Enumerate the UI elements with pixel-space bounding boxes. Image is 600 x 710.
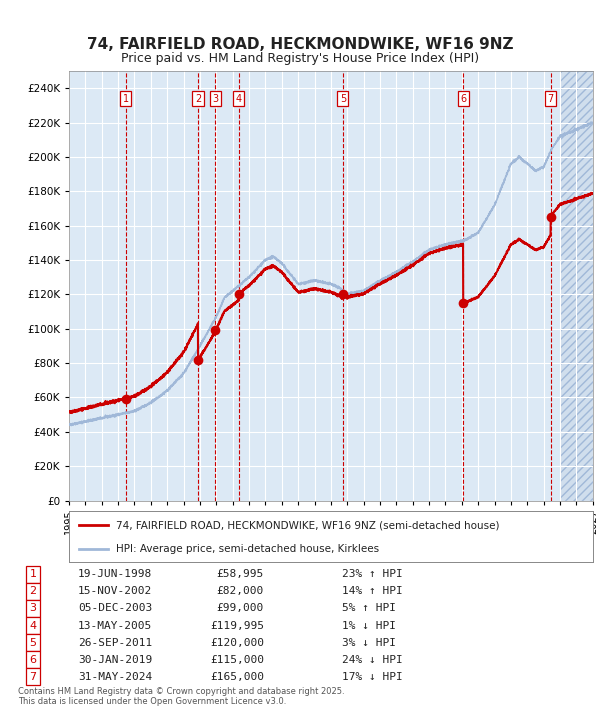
Text: 26-SEP-2011: 26-SEP-2011	[78, 638, 152, 648]
Text: 24% ↓ HPI: 24% ↓ HPI	[342, 655, 403, 665]
Text: £58,995: £58,995	[217, 569, 264, 579]
Text: 7: 7	[29, 672, 37, 682]
Text: 1: 1	[29, 569, 37, 579]
Text: 2: 2	[29, 586, 37, 596]
Text: 5: 5	[340, 94, 346, 104]
Text: 1% ↓ HPI: 1% ↓ HPI	[342, 621, 396, 630]
Text: £99,000: £99,000	[217, 604, 264, 613]
Text: 31-MAY-2024: 31-MAY-2024	[78, 672, 152, 682]
Text: 74, FAIRFIELD ROAD, HECKMONDWIKE, WF16 9NZ: 74, FAIRFIELD ROAD, HECKMONDWIKE, WF16 9…	[87, 36, 513, 52]
Text: HPI: Average price, semi-detached house, Kirklees: HPI: Average price, semi-detached house,…	[116, 544, 379, 554]
Bar	[560, 71, 593, 501]
Text: Contains HM Land Registry data © Crown copyright and database right 2025.
This d: Contains HM Land Registry data © Crown c…	[18, 687, 344, 706]
Text: 15-NOV-2002: 15-NOV-2002	[78, 586, 152, 596]
Text: 14% ↑ HPI: 14% ↑ HPI	[342, 586, 403, 596]
Text: 4: 4	[29, 621, 37, 630]
Text: 13-MAY-2005: 13-MAY-2005	[78, 621, 152, 630]
Text: 6: 6	[460, 94, 466, 104]
Text: 6: 6	[29, 655, 37, 665]
Text: 1: 1	[122, 94, 128, 104]
Text: 30-JAN-2019: 30-JAN-2019	[78, 655, 152, 665]
Text: £120,000: £120,000	[210, 638, 264, 648]
Text: 19-JUN-1998: 19-JUN-1998	[78, 569, 152, 579]
Text: 3% ↓ HPI: 3% ↓ HPI	[342, 638, 396, 648]
Text: £82,000: £82,000	[217, 586, 264, 596]
Text: 7: 7	[547, 94, 554, 104]
Text: 5% ↑ HPI: 5% ↑ HPI	[342, 604, 396, 613]
Text: 5: 5	[29, 638, 37, 648]
Text: £115,000: £115,000	[210, 655, 264, 665]
Text: 23% ↑ HPI: 23% ↑ HPI	[342, 569, 403, 579]
Bar	[560, 71, 593, 501]
Text: 4: 4	[236, 94, 242, 104]
Text: £165,000: £165,000	[210, 672, 264, 682]
Text: 74, FAIRFIELD ROAD, HECKMONDWIKE, WF16 9NZ (semi-detached house): 74, FAIRFIELD ROAD, HECKMONDWIKE, WF16 9…	[116, 520, 500, 530]
Text: 05-DEC-2003: 05-DEC-2003	[78, 604, 152, 613]
Text: 3: 3	[212, 94, 218, 104]
Text: 17% ↓ HPI: 17% ↓ HPI	[342, 672, 403, 682]
Text: Price paid vs. HM Land Registry's House Price Index (HPI): Price paid vs. HM Land Registry's House …	[121, 52, 479, 65]
Text: 2: 2	[195, 94, 201, 104]
Text: £119,995: £119,995	[210, 621, 264, 630]
Text: 3: 3	[29, 604, 37, 613]
